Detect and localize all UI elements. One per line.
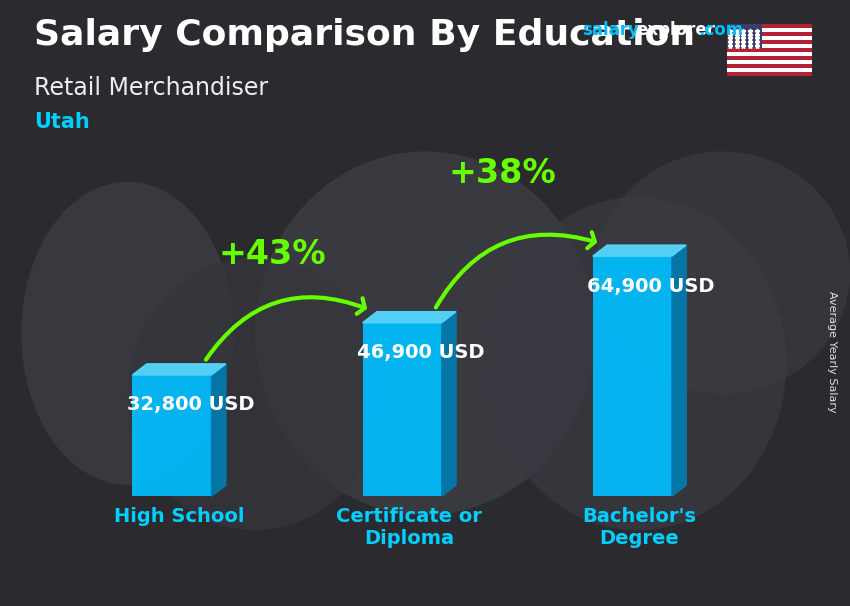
Bar <box>727 60 812 64</box>
Bar <box>727 24 812 28</box>
Text: Retail Merchandiser: Retail Merchandiser <box>34 76 268 100</box>
Text: High School: High School <box>114 507 245 527</box>
Text: salary: salary <box>582 21 639 39</box>
Bar <box>133 375 212 496</box>
Text: Average Yearly Salary: Average Yearly Salary <box>827 291 837 412</box>
Bar <box>727 52 812 56</box>
Bar <box>727 28 812 32</box>
Text: Bachelor's
Degree: Bachelor's Degree <box>582 507 696 548</box>
Polygon shape <box>672 245 686 496</box>
Bar <box>727 68 812 72</box>
Text: 46,900 USD: 46,900 USD <box>357 343 484 362</box>
Bar <box>727 72 812 76</box>
Ellipse shape <box>489 197 786 530</box>
Ellipse shape <box>21 182 234 485</box>
Bar <box>727 64 812 68</box>
Text: Certificate or
Diploma: Certificate or Diploma <box>337 507 482 548</box>
Ellipse shape <box>255 152 595 515</box>
Text: 32,800 USD: 32,800 USD <box>127 395 254 415</box>
Polygon shape <box>363 311 456 323</box>
Text: +43%: +43% <box>218 238 326 271</box>
Text: +38%: +38% <box>449 156 557 190</box>
Text: Salary Comparison By Education: Salary Comparison By Education <box>34 18 695 52</box>
Polygon shape <box>212 364 226 496</box>
Polygon shape <box>133 364 226 375</box>
Ellipse shape <box>128 258 382 530</box>
Bar <box>592 256 672 496</box>
Bar <box>727 48 812 52</box>
Text: explorer: explorer <box>636 21 715 39</box>
Bar <box>727 40 812 44</box>
Polygon shape <box>592 245 686 256</box>
Text: .com: .com <box>699 21 744 39</box>
Bar <box>727 56 812 60</box>
Bar <box>727 24 762 48</box>
Bar <box>727 44 812 48</box>
Text: 64,900 USD: 64,900 USD <box>587 276 715 296</box>
Polygon shape <box>442 311 456 496</box>
Bar <box>727 36 812 40</box>
Ellipse shape <box>595 152 850 394</box>
Bar <box>727 32 812 36</box>
Text: Utah: Utah <box>34 112 90 132</box>
Bar <box>363 323 442 496</box>
